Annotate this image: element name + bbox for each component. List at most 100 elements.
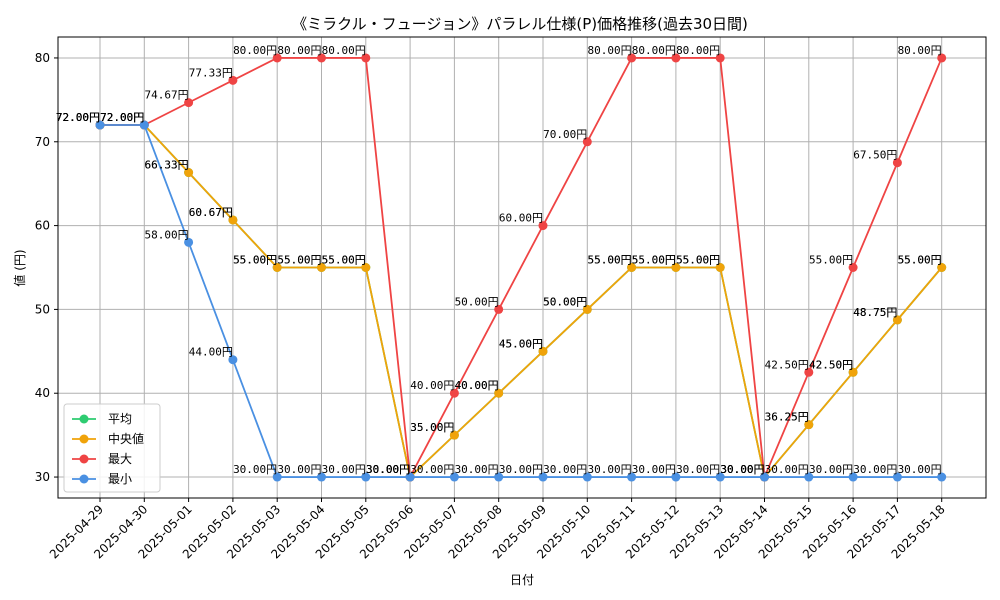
- data-label: 80.00円: [587, 44, 631, 57]
- data-point: [361, 53, 371, 63]
- legend-box: [63, 403, 161, 493]
- data-label: 80.00円: [322, 44, 366, 57]
- data-label: 72.00円: [100, 111, 144, 124]
- data-label: 55.00円: [676, 254, 720, 267]
- data-label: 30.00円: [809, 463, 853, 476]
- data-point: [671, 472, 681, 482]
- data-label: 66.33円: [144, 159, 188, 172]
- data-label: 42.50円: [765, 358, 809, 371]
- data-point: [848, 472, 858, 482]
- data-point: [715, 53, 725, 63]
- data-point: [627, 53, 637, 63]
- data-label: 80.00円: [277, 44, 321, 57]
- data-label: 30.00円: [587, 463, 631, 476]
- data-label: 77.33円: [189, 66, 233, 79]
- y-tick-label: 50: [35, 302, 50, 316]
- series-line-0: [100, 124, 943, 480]
- data-label: 48.75円: [853, 306, 897, 319]
- data-label: 80.00円: [632, 44, 676, 57]
- data-label: 30.00円: [543, 463, 587, 476]
- data-label: 72.00円: [100, 111, 144, 124]
- data-point: [272, 472, 282, 482]
- data-label: 70.00円: [543, 128, 587, 141]
- y-tick-label: 80: [35, 51, 50, 65]
- series-layer: [95, 53, 947, 482]
- data-point: [892, 315, 902, 325]
- legend-marker: [79, 474, 89, 484]
- data-label: 36.25円: [765, 411, 809, 424]
- data-point: [95, 120, 105, 130]
- data-point: [582, 137, 592, 147]
- data-point: [272, 53, 282, 63]
- data-point: [582, 472, 592, 482]
- data-label: 60.67円: [189, 206, 233, 219]
- data-label: 72.00円: [56, 111, 100, 124]
- data-point: [627, 263, 637, 272]
- data-point: [892, 472, 902, 482]
- y-tick-label: 30: [35, 470, 50, 484]
- y-axis: 30 40 50 60 70 80: [35, 51, 58, 484]
- data-point: [892, 158, 902, 168]
- data-point: [228, 215, 238, 225]
- legend-marker: [79, 434, 89, 444]
- data-label: 74.67円: [144, 89, 188, 102]
- data-label: 30.00円: [853, 463, 897, 476]
- data-label: 40.00円: [455, 379, 499, 392]
- data-label: 55.00円: [322, 254, 366, 267]
- data-point: [405, 472, 415, 482]
- data-label: 66.33円: [144, 159, 188, 172]
- data-label: 55.00円: [898, 254, 942, 267]
- data-point: [937, 472, 947, 482]
- data-label: 80.00円: [233, 44, 277, 57]
- data-label: 80.00円: [898, 44, 942, 57]
- data-point: [449, 388, 459, 398]
- data-label: 45.00円: [499, 337, 543, 350]
- data-label: 30.00円: [455, 463, 499, 476]
- data-point: [804, 367, 814, 377]
- data-label: 58.00円: [144, 228, 188, 241]
- data-point: [184, 98, 194, 108]
- data-label: 44.00円: [189, 346, 233, 359]
- data-point: [361, 263, 371, 272]
- data-point: [494, 472, 504, 482]
- data-label: 30.00円: [720, 463, 764, 476]
- data-label: 72.00円: [56, 111, 100, 124]
- data-point: [538, 346, 548, 356]
- data-label: 30.00円: [765, 463, 809, 476]
- data-point: [937, 53, 947, 63]
- data-label: 30.00円: [720, 463, 764, 476]
- data-label: 42.50円: [809, 358, 853, 371]
- data-label: 55.00円: [277, 254, 321, 267]
- legend-label: 最小: [108, 472, 132, 486]
- data-label: 30.00円: [233, 463, 277, 476]
- data-label: 45.00円: [499, 337, 543, 350]
- data-label: 40.00円: [410, 379, 454, 392]
- data-label: 30.00円: [499, 463, 543, 476]
- data-label: 55.00円: [676, 254, 720, 267]
- data-point: [317, 263, 326, 272]
- data-label: 55.00円: [322, 254, 366, 267]
- data-label: 35.00円: [410, 421, 454, 434]
- series-line-1: [100, 124, 943, 480]
- data-point: [848, 263, 858, 272]
- data-label: 30.00円: [366, 463, 410, 476]
- data-point: [715, 263, 725, 272]
- data-label: 55.00円: [632, 254, 676, 267]
- data-label: 55.00円: [277, 254, 321, 267]
- data-point: [760, 472, 769, 482]
- data-label: 50.00円: [543, 295, 587, 308]
- data-label: 55.00円: [809, 254, 853, 267]
- data-label: 72.00円: [100, 111, 144, 124]
- data-point: [804, 420, 814, 430]
- data-point: [848, 367, 858, 377]
- data-label: 60.67円: [189, 206, 233, 219]
- data-point: [184, 237, 194, 247]
- data-label: 30.00円: [366, 463, 410, 476]
- data-label: 50.00円: [455, 295, 499, 308]
- data-label: 30.00円: [676, 463, 720, 476]
- x-axis-label: 日付: [510, 573, 534, 587]
- y-axis-label: 値 (円): [12, 249, 27, 286]
- data-point: [538, 472, 548, 482]
